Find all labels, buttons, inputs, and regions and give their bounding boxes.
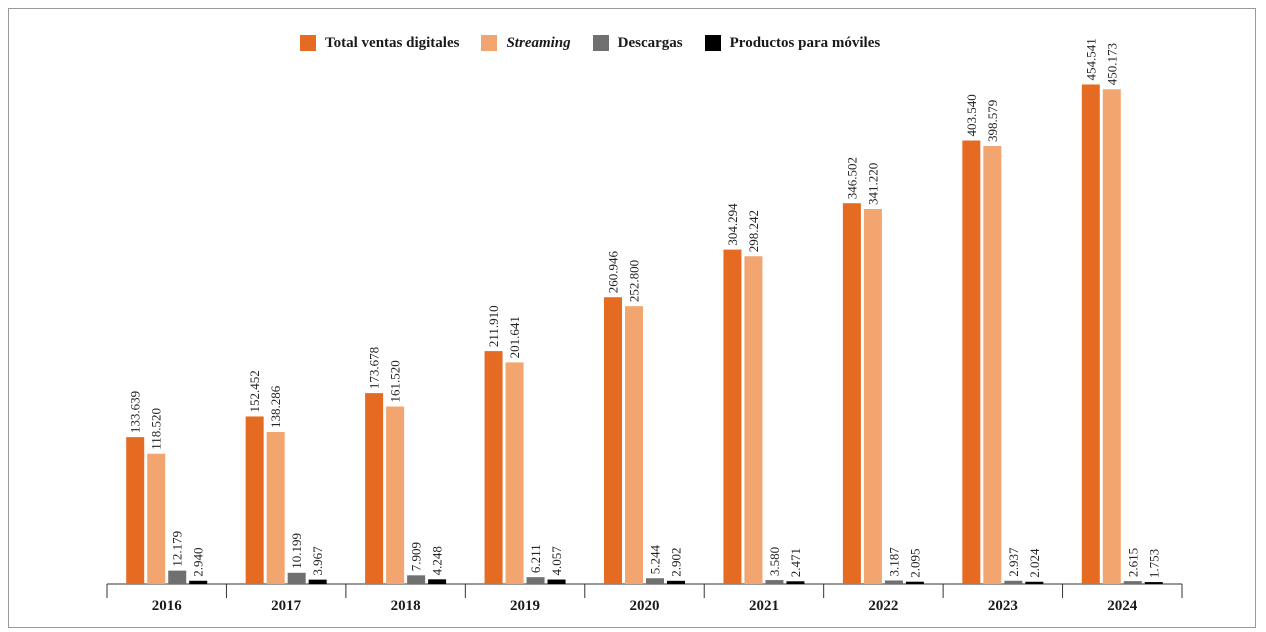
- data-label: 4.248: [430, 546, 445, 575]
- bar: [1102, 89, 1121, 584]
- bar: [1004, 580, 1023, 584]
- data-label: 2.940: [191, 548, 206, 577]
- data-label: 3.967: [310, 546, 325, 576]
- legend: Total ventas digitales Streaming Descarg…: [300, 33, 880, 53]
- data-label: 298.242: [746, 210, 761, 252]
- data-label: 6.211: [528, 544, 543, 573]
- bar: [667, 580, 685, 584]
- x-tick-label: 2016: [152, 598, 183, 614]
- data-label: 3.187: [886, 547, 901, 577]
- bar: [484, 351, 503, 584]
- bar: [1144, 582, 1163, 584]
- legend-swatch-total: [300, 35, 316, 51]
- x-tick-label: 2023: [988, 598, 1018, 614]
- data-label: 12.179: [170, 531, 185, 567]
- legend-label-moviles: Productos para móviles: [729, 34, 881, 51]
- x-tick-label: 2022: [868, 598, 898, 614]
- legend-label-total: Total ventas digitales: [325, 34, 460, 51]
- x-tick-label: 2019: [510, 598, 540, 614]
- bar: [386, 406, 405, 584]
- bar: [842, 203, 861, 585]
- data-label: 152.452: [247, 370, 262, 412]
- bar: [1025, 581, 1044, 584]
- bar: [625, 306, 643, 584]
- data-label: 2.902: [669, 548, 684, 577]
- legend-item-moviles: Productos para móviles: [704, 34, 881, 52]
- x-tick-label: 2021: [749, 598, 779, 614]
- bar: [863, 209, 882, 584]
- bar: [962, 140, 981, 585]
- legend-swatch-moviles: [704, 35, 721, 51]
- bar: [189, 580, 208, 584]
- x-tick-label: 2024: [1107, 598, 1138, 614]
- x-tick-label: 2018: [391, 598, 421, 614]
- data-label: 2.471: [788, 548, 803, 577]
- data-label: 260.946: [606, 250, 621, 293]
- bar: [287, 572, 306, 584]
- data-label: 201.641: [507, 316, 522, 358]
- data-label: 10.199: [289, 533, 304, 569]
- bar: [884, 580, 903, 584]
- bar: [126, 437, 145, 584]
- data-label: 398.579: [985, 100, 1000, 142]
- data-label: 2.937: [1006, 547, 1021, 577]
- data-label: 161.520: [388, 360, 403, 402]
- data-label: 341.220: [865, 163, 880, 205]
- bar: [168, 570, 187, 584]
- data-label: 1.753: [1146, 549, 1161, 578]
- x-tick-label: 2017: [271, 598, 302, 614]
- data-label: 5.244: [648, 544, 663, 574]
- x-tick-label: 2020: [630, 598, 660, 614]
- bar: [266, 432, 285, 584]
- legend-label-descargas: Descargas: [617, 34, 683, 51]
- data-label: 403.540: [964, 94, 979, 136]
- bar: [428, 579, 447, 584]
- bar: [983, 145, 1002, 584]
- bar: [407, 575, 426, 584]
- data-label: 304.294: [725, 203, 740, 246]
- legend-item-streaming: Streaming: [481, 34, 571, 52]
- bar: [744, 256, 763, 584]
- data-label: 133.639: [128, 391, 143, 433]
- data-label: 2.615: [1125, 548, 1140, 577]
- legend-label-streaming: Streaming: [506, 34, 571, 51]
- data-label: 3.580: [767, 547, 782, 576]
- legend-item-descargas: Descargas: [592, 34, 683, 52]
- bar: [1123, 581, 1142, 584]
- data-label: 454.541: [1083, 38, 1098, 80]
- bar: [505, 362, 524, 584]
- legend-swatch-streaming: [481, 35, 498, 51]
- data-label: 450.173: [1104, 43, 1119, 85]
- bar: [308, 579, 327, 584]
- bar: [786, 581, 805, 584]
- data-label: 138.286: [268, 385, 283, 428]
- data-label: 211.910: [486, 305, 501, 347]
- legend-swatch-descargas: [592, 35, 609, 51]
- data-label: 252.800: [627, 260, 642, 302]
- bar: [147, 453, 166, 584]
- bar: [604, 297, 622, 584]
- bar: [765, 580, 784, 584]
- bar: [547, 579, 566, 584]
- data-label: 2.024: [1027, 548, 1042, 578]
- data-label: 2.095: [907, 548, 922, 577]
- data-label: 7.909: [409, 542, 424, 571]
- bar: [365, 393, 384, 584]
- data-label: 346.502: [844, 157, 859, 199]
- bar: [245, 416, 264, 584]
- data-label: 173.678: [367, 347, 382, 389]
- bar: [1081, 84, 1100, 584]
- bar: [905, 581, 924, 584]
- bar: [526, 577, 545, 584]
- data-label: 4.057: [549, 546, 564, 576]
- bar: [646, 578, 664, 584]
- legend-item-total: Total ventas digitales: [300, 35, 459, 52]
- data-label: 118.520: [149, 408, 164, 450]
- bar: [723, 249, 742, 584]
